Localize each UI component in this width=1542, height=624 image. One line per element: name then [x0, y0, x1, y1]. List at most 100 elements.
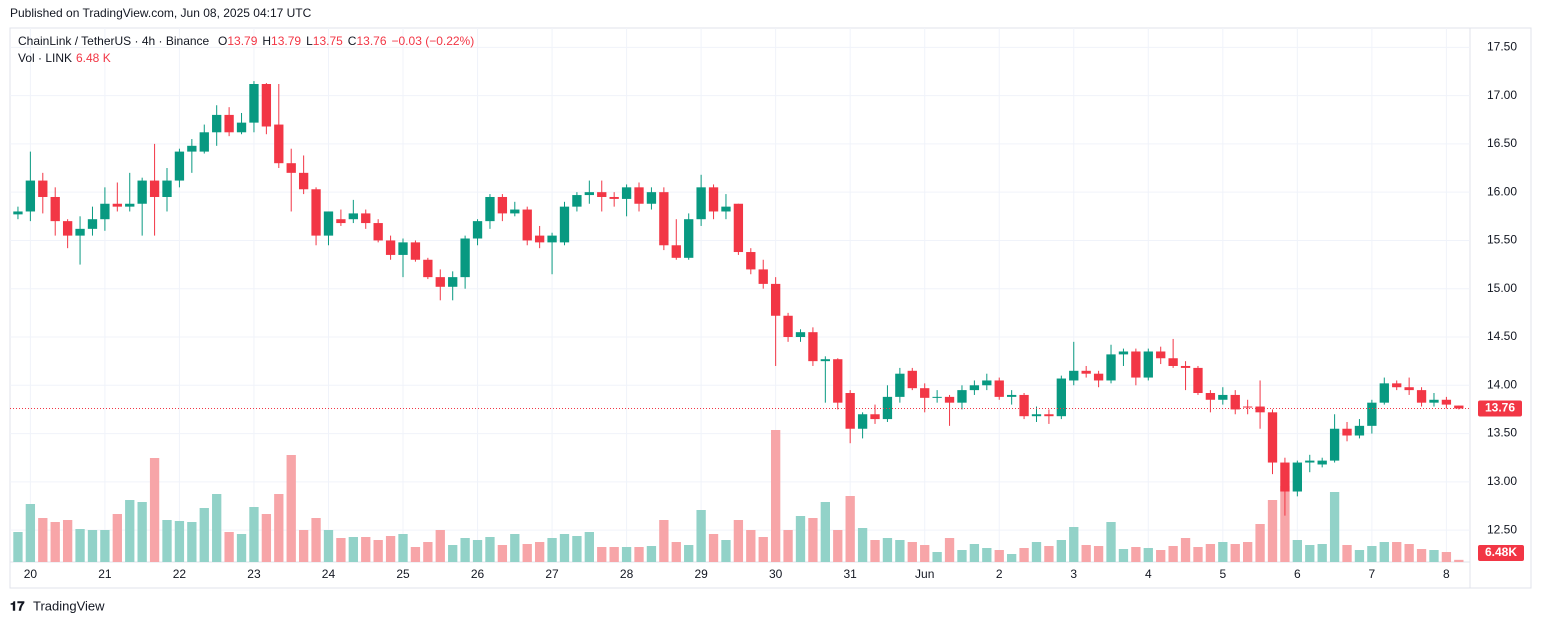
volume-bar	[373, 540, 383, 562]
volume-bar	[708, 534, 719, 562]
volume-bar	[212, 494, 222, 562]
volume-bar	[87, 530, 98, 562]
x-tick-label: 30	[769, 567, 783, 581]
candle-body	[1056, 378, 1066, 417]
candle-body	[1317, 460, 1327, 465]
candle-body	[1069, 370, 1079, 381]
candle-body	[149, 180, 160, 197]
candle-body	[1031, 414, 1042, 417]
candle-body	[1093, 373, 1104, 381]
last-price-badge	[1478, 400, 1522, 417]
x-tick-label: 22	[173, 567, 187, 581]
volume-bar	[385, 536, 396, 562]
volume-bar	[721, 540, 731, 562]
volume-bar	[733, 520, 744, 562]
candle-body	[1180, 365, 1191, 368]
volume-bar	[274, 494, 284, 562]
candle-body	[510, 209, 520, 214]
candle-body	[1168, 358, 1178, 366]
volume-bar	[994, 550, 1004, 562]
volume-bar	[361, 537, 371, 562]
volume-bar	[1118, 549, 1129, 562]
candle-body	[62, 221, 73, 236]
volume-bar	[597, 547, 607, 562]
x-tick-label: 20	[24, 567, 38, 581]
candle-body	[597, 192, 607, 197]
y-tick-label: 17.50	[1487, 39, 1517, 53]
volume-bar	[236, 534, 247, 562]
volume-bar	[1292, 540, 1303, 562]
candle-body	[696, 187, 706, 220]
candle-body	[137, 180, 147, 204]
candle-body	[323, 211, 334, 236]
volume-bar	[907, 542, 917, 562]
candle-body	[38, 180, 48, 197]
candle-body	[1081, 370, 1091, 374]
logo: 𝟏𝟕	[10, 598, 25, 613]
candle-body	[920, 388, 930, 398]
volume-bar	[547, 538, 557, 562]
volume-bar	[534, 542, 545, 562]
candle-body	[1342, 428, 1352, 436]
candle-body	[1429, 399, 1439, 403]
y-tick-label: 14.00	[1487, 377, 1517, 391]
volume-bar	[1218, 542, 1228, 562]
candle-body	[385, 240, 396, 255]
volume-bar	[944, 538, 955, 562]
frame	[9, 27, 1532, 589]
candle-body	[1006, 394, 1017, 397]
volume-bar	[833, 530, 843, 562]
candle-body	[162, 180, 172, 197]
volume-bar	[323, 530, 334, 562]
candle-body	[286, 163, 296, 173]
candle-body	[472, 221, 483, 239]
candle-body	[833, 359, 843, 403]
candle-body	[1243, 406, 1253, 408]
volume-bar	[398, 534, 408, 562]
volume-bar	[460, 538, 470, 562]
candle-body	[87, 219, 98, 229]
x-tick-label: 3	[1070, 567, 1077, 581]
candle-body	[1218, 394, 1228, 400]
candle-body	[1205, 393, 1216, 400]
volume-bar	[572, 536, 582, 562]
volume-bar	[969, 544, 980, 562]
candle-body	[224, 114, 234, 133]
ohlc-key: C	[348, 34, 357, 48]
volume-bar	[1392, 542, 1402, 562]
volume-title: Vol · LINK	[18, 51, 72, 65]
volume-bar	[1230, 544, 1240, 562]
candle-body	[994, 380, 1004, 397]
volume-bar	[770, 430, 781, 562]
x-tick-label: 8	[1443, 567, 1450, 581]
volume-bar	[1255, 524, 1265, 562]
candle-body	[298, 172, 309, 190]
y-tick-label: 13.50	[1487, 426, 1517, 440]
volume-bar	[870, 540, 880, 562]
volume-bar	[857, 528, 868, 562]
volume-bar	[659, 520, 669, 562]
volume-bar	[1379, 542, 1389, 562]
volume-bar	[1416, 549, 1427, 562]
candle-body	[659, 192, 669, 246]
symbol: ChainLink / TetherUS · 4h · Binance	[18, 34, 210, 48]
volume-bar	[50, 522, 60, 562]
volume-bar	[1044, 546, 1054, 562]
candle-body	[1280, 462, 1290, 492]
candle-body	[398, 242, 408, 255]
volume-bar	[261, 514, 272, 562]
candle-body	[758, 269, 768, 284]
candle-body	[1416, 390, 1427, 403]
candle-body	[435, 277, 445, 287]
volume-bar	[982, 548, 992, 562]
candle-body	[423, 259, 433, 278]
volume-bar	[199, 508, 209, 562]
volume-bar	[1267, 500, 1278, 562]
volume-bar	[174, 521, 185, 562]
candle-body	[895, 373, 905, 397]
candle-body	[361, 213, 371, 224]
labels: ChainLink / TetherUS · 4h · Binance Vol …	[18, 34, 1524, 581]
published: Published on TradingView.com, Jun 08, 20…	[10, 6, 312, 20]
y-tick-label: 16.00	[1487, 184, 1517, 198]
